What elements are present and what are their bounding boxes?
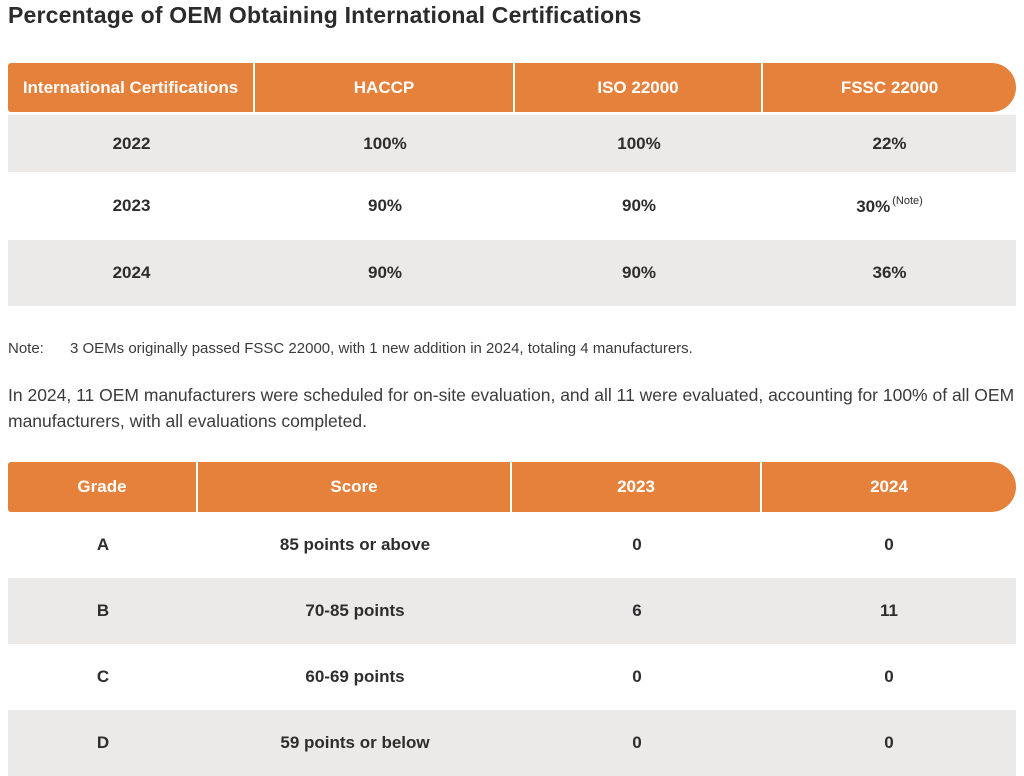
header-cell-grade: Grade xyxy=(8,462,198,512)
header-cell-iso-22000: ISO 22000 xyxy=(515,63,763,112)
cell-fssc: 30% (Note) xyxy=(763,195,1016,217)
cell-fssc: 36% xyxy=(763,263,1016,283)
cell-iso: 90% xyxy=(621,263,657,282)
cell-score: 60-69 points xyxy=(305,667,405,686)
header-cell-fssc-22000: FSSC 22000 xyxy=(840,77,939,97)
cell-fssc-value: 22% xyxy=(872,133,907,153)
cell-2023: 0 xyxy=(632,667,642,686)
cell-2024: 0 xyxy=(884,667,894,686)
header-cell-haccp: HACCP xyxy=(255,63,515,112)
grade-table-header: Grade Score 2023 2024 xyxy=(8,462,1016,512)
cell-grade: B xyxy=(96,601,110,620)
cell-2023: 0 xyxy=(632,733,642,752)
table-row: 2022 100% 100% 22% xyxy=(8,115,1016,172)
table-row: B 70-85 points 6 11 xyxy=(8,578,1016,644)
certifications-table-header: International Certifications HACCP ISO 2… xyxy=(8,63,1016,112)
header-cell-2024: 2024 xyxy=(870,477,908,497)
cell-iso: 90% xyxy=(621,196,657,215)
footnote-label: Note: xyxy=(8,340,44,357)
cell-grade: D xyxy=(96,733,110,752)
cell-2024: 0 xyxy=(884,535,894,554)
cell-2024: 0 xyxy=(884,733,894,752)
cell-fssc-value: 30% xyxy=(856,197,891,216)
cell-fssc-value: 36% xyxy=(872,263,907,282)
cell-year: 2022 xyxy=(112,133,151,153)
footnote: Note: 3 OEMs originally passed FSSC 2200… xyxy=(8,340,1016,357)
cell-grade: A xyxy=(96,535,110,554)
certifications-table: International Certifications HACCP ISO 2… xyxy=(8,63,1016,306)
cell-haccp: 90% xyxy=(367,263,403,282)
cell-score: 70-85 points xyxy=(305,601,405,620)
table-row: 2023 90% 90% 30% (Note) xyxy=(8,172,1016,240)
footnote-text: 3 OEMs originally passed FSSC 22000, wit… xyxy=(70,340,693,357)
table-row: C 60-69 points 0 0 xyxy=(8,644,1016,710)
header-cell-score: Score xyxy=(198,462,512,512)
table-row: 2024 90% 90% 36% xyxy=(8,240,1016,306)
cell-year: 2024 xyxy=(112,263,151,282)
table-row: D 59 points or below 0 0 xyxy=(8,710,1016,776)
grade-table: Grade Score 2023 2024 A 85 points or abo… xyxy=(8,462,1016,776)
note-superscript: (Note) xyxy=(892,195,923,207)
page-title: Percentage of OEM Obtaining Internationa… xyxy=(8,2,642,28)
cell-year: 2023 xyxy=(112,196,151,215)
cell-haccp: 100% xyxy=(363,133,407,153)
cell-2024: 11 xyxy=(880,601,898,620)
cell-score: 59 points or below xyxy=(280,733,430,752)
cell-iso: 100% xyxy=(617,133,661,153)
cell-2023: 0 xyxy=(632,535,642,554)
cell-haccp: 90% xyxy=(367,196,403,215)
cell-grade: C xyxy=(96,667,110,686)
header-cell-international-certifications: International Certifications xyxy=(8,63,255,112)
cell-score: 85 points or above xyxy=(279,535,431,554)
cell-fssc: 22% xyxy=(763,134,1016,154)
evaluation-paragraph: In 2024, 11 OEM manufacturers were sched… xyxy=(8,385,1015,431)
table-row: A 85 points or above 0 0 xyxy=(8,512,1016,578)
header-cell-2023: 2023 xyxy=(512,462,762,512)
cell-2023: 6 xyxy=(632,601,642,620)
